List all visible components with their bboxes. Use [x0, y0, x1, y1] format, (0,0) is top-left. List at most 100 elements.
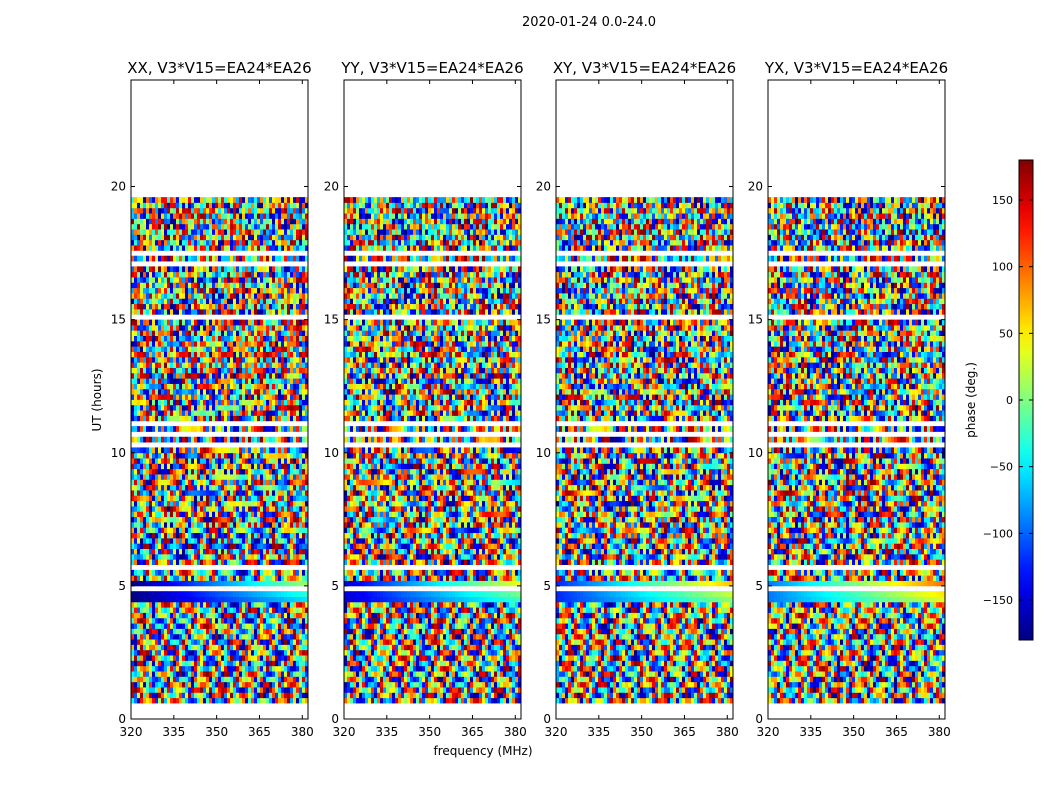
heatmap-cell: [221, 532, 225, 539]
heatmap-cell: [194, 697, 198, 704]
heatmap-cell: [131, 388, 135, 395]
heatmap-cell: [167, 553, 171, 560]
heatmap-cell: [182, 388, 186, 395]
heatmap-cell: [293, 639, 297, 645]
heatmap-cell: [296, 426, 300, 432]
heatmap-cell: [248, 532, 252, 539]
heatmap-cell: [230, 266, 234, 273]
heatmap-cell: [227, 697, 231, 704]
heatmap-cell: [266, 495, 270, 502]
heatmap-cell: [164, 660, 168, 667]
heatmap-cell: [164, 596, 168, 603]
heatmap-cell: [266, 277, 270, 283]
heatmap-cell: [254, 234, 258, 241]
heatmap-cell: [200, 351, 204, 358]
heatmap-cell: [284, 436, 288, 443]
heatmap-cell: [176, 468, 180, 475]
heatmap-cell: [278, 458, 282, 464]
heatmap-cell: [167, 623, 171, 629]
heatmap-cell: [218, 245, 222, 251]
heatmap-cell: [143, 580, 147, 587]
heatmap-cell: [227, 255, 231, 262]
heatmap-cell: [257, 415, 261, 422]
heatmap-cell: [248, 671, 252, 677]
heatmap-cell: [230, 351, 234, 358]
heatmap-cell: [197, 372, 201, 379]
heatmap-cell: [200, 463, 204, 470]
heatmap-cell: [242, 452, 246, 459]
heatmap-cell: [185, 293, 189, 299]
heatmap-cell: [197, 649, 201, 656]
heatmap-cell: [209, 474, 213, 480]
heatmap-cell: [224, 372, 228, 379]
heatmap-cell: [305, 532, 308, 539]
heatmap-cell: [173, 628, 177, 635]
heatmap-cell: [263, 612, 267, 619]
heatmap-cell: [272, 213, 276, 219]
heatmap-cell: [143, 207, 147, 214]
heatmap-cell: [290, 319, 294, 326]
heatmap-cell: [143, 665, 147, 672]
heatmap-cell: [290, 287, 294, 294]
heatmap-cell: [188, 223, 192, 230]
heatmap-cell: [146, 681, 150, 688]
heatmap-cell: [185, 617, 189, 624]
heatmap-cell: [140, 351, 144, 358]
heatmap-cell: [269, 559, 273, 565]
heatmap-cell: [167, 628, 171, 635]
heatmap-cell: [155, 308, 159, 315]
heatmap-cell: [263, 543, 267, 549]
heatmap-cell: [146, 580, 150, 587]
heatmap-cell: [272, 468, 276, 475]
heatmap-cell: [179, 308, 183, 315]
heatmap-cell: [170, 521, 174, 528]
heatmap-cell: [269, 639, 273, 645]
heatmap-cell: [155, 319, 159, 326]
heatmap-cell: [155, 633, 159, 640]
heatmap-cell: [275, 266, 279, 273]
heatmap-cell: [185, 319, 189, 326]
heatmap-cell: [164, 580, 168, 587]
heatmap-cell: [284, 303, 288, 310]
heatmap-cell: [176, 372, 180, 379]
heatmap-cell: [161, 229, 165, 235]
heatmap-cell: [173, 362, 177, 368]
heatmap-cell: [170, 607, 174, 613]
heatmap-cell: [251, 681, 255, 688]
heatmap-cell: [269, 633, 273, 640]
heatmap-cell: [197, 692, 201, 699]
heatmap-cell: [209, 463, 213, 470]
heatmap-cell: [155, 527, 159, 534]
heatmap-cell: [140, 474, 144, 480]
heatmap-cell: [218, 617, 222, 624]
heatmap-cell: [251, 330, 255, 336]
heatmap-cell: [131, 362, 135, 368]
heatmap-cell: [254, 495, 258, 502]
heatmap-cell: [293, 436, 297, 443]
heatmap-cell: [146, 687, 150, 693]
heatmap-cell: [290, 623, 294, 629]
heatmap-cell: [242, 229, 246, 235]
heatmap-cell: [131, 213, 135, 219]
heatmap-cell: [221, 207, 225, 214]
heatmap-cell: [200, 356, 204, 363]
heatmap-cell: [191, 543, 195, 549]
heatmap-cell: [305, 372, 308, 379]
heatmap-cell: [239, 692, 243, 699]
heatmap-cell: [236, 548, 240, 555]
heatmap-cell: [185, 639, 189, 645]
heatmap-cell: [191, 649, 195, 656]
heatmap-cell: [266, 596, 270, 603]
heatmap-cell: [185, 697, 189, 704]
heatmap-cell: [176, 553, 180, 560]
heatmap-cell: [191, 548, 195, 555]
heatmap-cell: [293, 490, 297, 496]
heatmap-cell: [263, 665, 267, 672]
heatmap-cell: [170, 308, 174, 315]
heatmap-cell: [296, 447, 300, 454]
heatmap-cell: [224, 229, 228, 235]
heatmap-cell: [209, 559, 213, 565]
heatmap-cell: [233, 426, 237, 432]
heatmap-cell: [134, 340, 138, 347]
heatmap-cell: [221, 308, 225, 315]
